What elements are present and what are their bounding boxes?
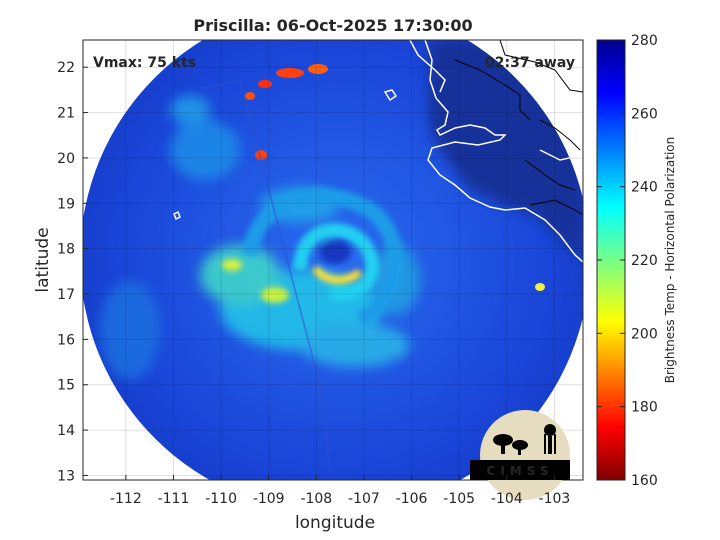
axes-frame <box>82 39 584 481</box>
x-tick-label: -103 <box>539 491 571 507</box>
x-tick-label: -110 <box>205 491 237 507</box>
grid-lines <box>83 40 583 480</box>
x-tick-label: -111 <box>158 491 190 507</box>
y-axis: 13 14 15 16 17 18 19 20 21 22 <box>57 60 88 484</box>
y-tick-label: 13 <box>57 468 75 484</box>
convection-cells <box>245 64 545 291</box>
x-tick-label: -112 <box>110 491 142 507</box>
colorbar-ticks: 160 180 200 220 240 260 280 <box>597 33 658 489</box>
y-tick-label: 18 <box>57 242 75 258</box>
colorbar-tick-label: 200 <box>631 326 658 342</box>
coastline <box>173 40 583 263</box>
x-axis-label: longitude <box>295 513 375 533</box>
chart-title: Priscilla: 06-Oct-2025 17:30:00 <box>193 16 472 35</box>
colorbar-tick-label: 260 <box>631 106 658 122</box>
y-tick-label: 21 <box>57 106 75 122</box>
state-borders <box>454 40 583 216</box>
colorbar-tick-label: 180 <box>631 400 658 416</box>
time-away-label: 02:37 away <box>485 55 575 71</box>
colorbar-tick-label: 240 <box>631 180 658 196</box>
logo-text: CIMSS <box>487 464 554 478</box>
colorbar-tick-label: 160 <box>631 473 658 489</box>
colorbar: 160 180 200 220 240 260 280 Brightness Temp - … <box>596 33 677 489</box>
y-axis-label: latitude <box>33 227 53 292</box>
colorbar-label: Brightness Temp - Horizontal Polarizatio… <box>663 137 677 384</box>
x-tick-label: -106 <box>396 491 428 507</box>
x-tick-label: -109 <box>253 491 285 507</box>
cimss-logo: CIMSS <box>470 410 570 500</box>
y-tick-label: 15 <box>57 378 75 394</box>
x-tick-label: -104 <box>491 491 523 507</box>
y-tick-label: 22 <box>57 60 75 76</box>
x-axis: -112 -111 -110 -109 -108 -107 -106 -105 -104 -103 <box>110 475 570 507</box>
y-tick-label: 20 <box>57 151 75 167</box>
x-tick-label: -108 <box>300 491 332 507</box>
y-tick-label: 14 <box>57 423 75 439</box>
x-tick-label: -107 <box>348 491 380 507</box>
y-tick-label: 17 <box>57 287 75 303</box>
y-tick-label: 16 <box>57 332 75 348</box>
colorbar-tick-label: 280 <box>631 33 658 49</box>
plot-area: Vmax: 75 kts 02:37 away CIMSS <box>82 39 584 500</box>
y-tick-label: 19 <box>57 196 75 212</box>
colorbar-tick-label: 220 <box>631 253 658 269</box>
vmax-label: Vmax: 75 kts <box>93 55 196 71</box>
x-tick-label: -105 <box>443 491 475 507</box>
